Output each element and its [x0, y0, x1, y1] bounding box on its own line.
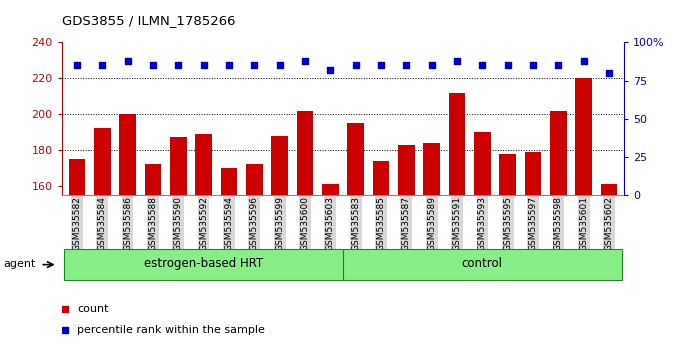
- Text: percentile rank within the sample: percentile rank within the sample: [77, 325, 265, 336]
- Point: [375, 62, 386, 68]
- Point: [426, 62, 437, 68]
- Point: [350, 62, 361, 68]
- Text: agent: agent: [3, 259, 36, 269]
- Bar: [525, 152, 541, 354]
- Bar: [297, 110, 314, 354]
- Point: [578, 58, 589, 64]
- Bar: [246, 164, 263, 354]
- Bar: [69, 159, 85, 354]
- Point: [122, 58, 133, 64]
- Bar: [94, 129, 110, 354]
- Bar: [196, 134, 212, 354]
- Text: GDS3855 / ILMN_1785266: GDS3855 / ILMN_1785266: [62, 14, 235, 27]
- Bar: [499, 154, 516, 354]
- Bar: [372, 161, 389, 354]
- Bar: [474, 132, 490, 354]
- Bar: [272, 136, 288, 354]
- Point: [147, 62, 158, 68]
- Point: [224, 62, 235, 68]
- Bar: [449, 93, 465, 354]
- Point: [60, 328, 71, 333]
- Bar: [221, 168, 237, 354]
- Point: [477, 62, 488, 68]
- Bar: [170, 137, 187, 354]
- Bar: [322, 184, 339, 354]
- Text: estrogen-based HRT: estrogen-based HRT: [144, 257, 263, 270]
- Bar: [145, 164, 161, 354]
- Bar: [576, 78, 592, 354]
- Point: [97, 62, 108, 68]
- Bar: [343, 250, 622, 280]
- Point: [60, 307, 71, 312]
- Point: [71, 62, 82, 68]
- Bar: [550, 110, 567, 354]
- Point: [173, 62, 184, 68]
- Point: [300, 58, 311, 64]
- Text: control: control: [462, 257, 503, 270]
- Point: [604, 70, 615, 76]
- Point: [451, 58, 462, 64]
- Bar: [119, 114, 136, 354]
- Point: [502, 62, 513, 68]
- Bar: [398, 144, 414, 354]
- Bar: [64, 250, 343, 280]
- Bar: [601, 184, 617, 354]
- Bar: [423, 143, 440, 354]
- Bar: [347, 123, 364, 354]
- Point: [553, 62, 564, 68]
- Point: [198, 62, 209, 68]
- Point: [528, 62, 539, 68]
- Point: [401, 62, 412, 68]
- Text: count: count: [77, 304, 108, 314]
- Point: [325, 67, 336, 73]
- Point: [249, 62, 260, 68]
- Point: [274, 62, 285, 68]
